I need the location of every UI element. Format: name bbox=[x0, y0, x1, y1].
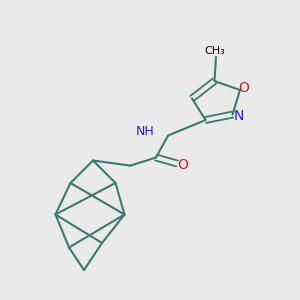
Text: N: N bbox=[233, 109, 244, 123]
Text: O: O bbox=[238, 81, 249, 94]
Text: O: O bbox=[177, 158, 188, 172]
Text: CH₃: CH₃ bbox=[204, 46, 225, 56]
Text: NH: NH bbox=[136, 125, 154, 139]
